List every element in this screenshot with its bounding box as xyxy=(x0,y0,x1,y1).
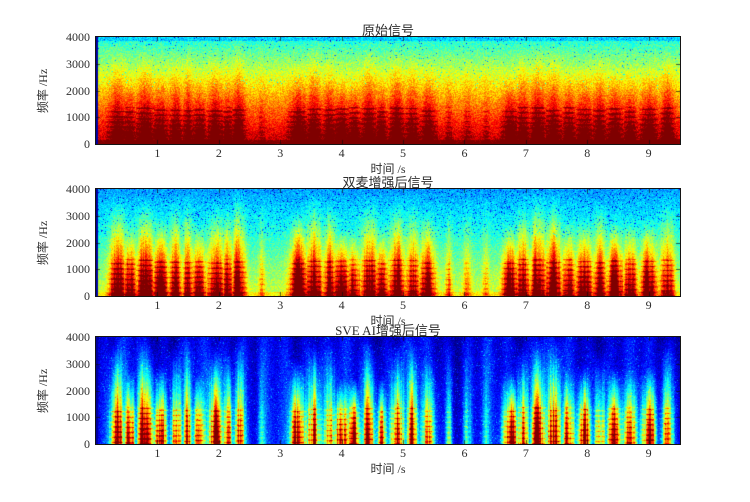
y-tick-label: 2000 xyxy=(66,235,90,250)
x-tick-label: 5 xyxy=(400,446,407,460)
x-tick-label: 9 xyxy=(645,146,652,160)
x-axis-label: 时间 /s xyxy=(370,462,406,476)
x-tick-label: 8 xyxy=(584,298,591,312)
y-tick-labels: 0 1000 2000 3000 4000 xyxy=(40,183,92,302)
x-tick-label: 2 xyxy=(215,298,222,312)
y-tick-label: 4000 xyxy=(66,182,90,196)
x-tick-label: 6 xyxy=(461,298,468,312)
spectrogram-canvas-sve-ai xyxy=(95,336,681,445)
y-tick-label: 0 xyxy=(84,137,90,151)
y-tick-label: 3000 xyxy=(66,56,90,71)
x-tick-label: 1 xyxy=(154,146,161,160)
y-tick-label: 2000 xyxy=(66,83,90,98)
x-tick-labels: 1 2 3 4 5 6 7 8 9 xyxy=(96,447,680,460)
x-tick-label: 5 xyxy=(400,146,407,160)
x-axis-label: 时间 /s xyxy=(370,314,406,328)
x-tick-label: 8 xyxy=(584,146,591,160)
y-tick-label: 4000 xyxy=(66,30,90,44)
x-tick-label: 4 xyxy=(338,446,345,460)
x-tick-label: 7 xyxy=(522,298,529,312)
spectrogram-canvas-original xyxy=(95,36,681,145)
x-tick-label: 4 xyxy=(338,146,345,160)
x-tick-labels: 1 2 3 4 5 6 7 8 9 xyxy=(96,147,680,160)
x-tick-label: 8 xyxy=(584,446,591,460)
x-tick-label: 3 xyxy=(277,146,284,160)
y-tick-label: 4000 xyxy=(66,330,90,344)
spectrogram-canvas-dual-mic xyxy=(95,188,681,297)
x-tick-label: 7 xyxy=(522,446,529,460)
x-tick-label: 4 xyxy=(338,298,345,312)
y-tick-label: 1000 xyxy=(66,410,90,425)
x-tick-label: 2 xyxy=(215,446,222,460)
x-tick-label: 3 xyxy=(277,446,284,460)
plot-title: 原始信号 xyxy=(361,23,414,38)
x-tick-label: 1 xyxy=(154,446,161,460)
x-tick-label: 5 xyxy=(400,298,407,312)
y-tick-labels: 0 1000 2000 3000 4000 xyxy=(40,31,92,150)
x-axis-label: 时间 /s xyxy=(370,162,406,176)
plot-title: SVE AI增强后信号 xyxy=(335,323,441,338)
x-tick-label: 9 xyxy=(645,298,652,312)
y-tick-label: 1000 xyxy=(66,262,90,277)
y-tick-label: 1000 xyxy=(66,110,90,125)
x-tick-label: 2 xyxy=(215,146,222,160)
y-tick-label: 0 xyxy=(84,437,90,451)
x-tick-label: 1 xyxy=(154,298,161,312)
plot-title: 双麦增强后信号 xyxy=(342,175,434,190)
y-tick-label: 2000 xyxy=(66,383,90,398)
y-tick-labels: 0 1000 2000 3000 4000 xyxy=(40,331,92,450)
x-tick-labels: 1 2 3 4 5 6 7 8 9 xyxy=(96,299,680,312)
y-tick-label: 0 xyxy=(84,289,90,303)
x-tick-label: 9 xyxy=(645,446,652,460)
y-tick-label: 3000 xyxy=(66,208,90,223)
x-tick-label: 7 xyxy=(522,146,529,160)
x-tick-label: 6 xyxy=(461,446,468,460)
x-tick-label: 3 xyxy=(277,298,284,312)
y-tick-label: 3000 xyxy=(66,356,90,371)
x-tick-label: 6 xyxy=(461,146,468,160)
